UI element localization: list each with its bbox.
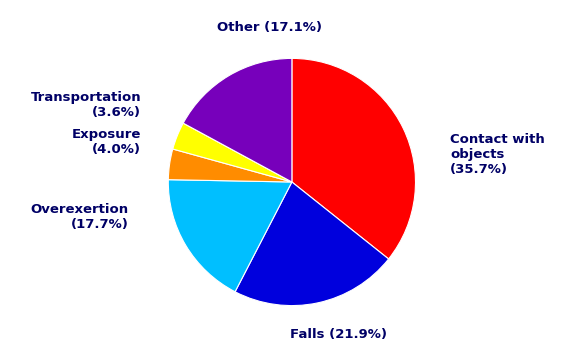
Text: Other (17.1%): Other (17.1%) <box>217 21 322 34</box>
Wedge shape <box>292 58 415 259</box>
Text: Exposure
(4.0%): Exposure (4.0%) <box>72 128 141 157</box>
Wedge shape <box>183 58 292 182</box>
Text: Transportation
(3.6%): Transportation (3.6%) <box>31 91 141 119</box>
Wedge shape <box>235 182 389 306</box>
Text: Contact with
objects
(35.7%): Contact with objects (35.7%) <box>450 133 545 176</box>
Wedge shape <box>168 180 292 292</box>
Text: Falls (21.9%): Falls (21.9%) <box>291 328 387 341</box>
Text: Overexertion
(17.7%): Overexertion (17.7%) <box>31 203 129 231</box>
Wedge shape <box>168 149 292 182</box>
Wedge shape <box>173 123 292 182</box>
